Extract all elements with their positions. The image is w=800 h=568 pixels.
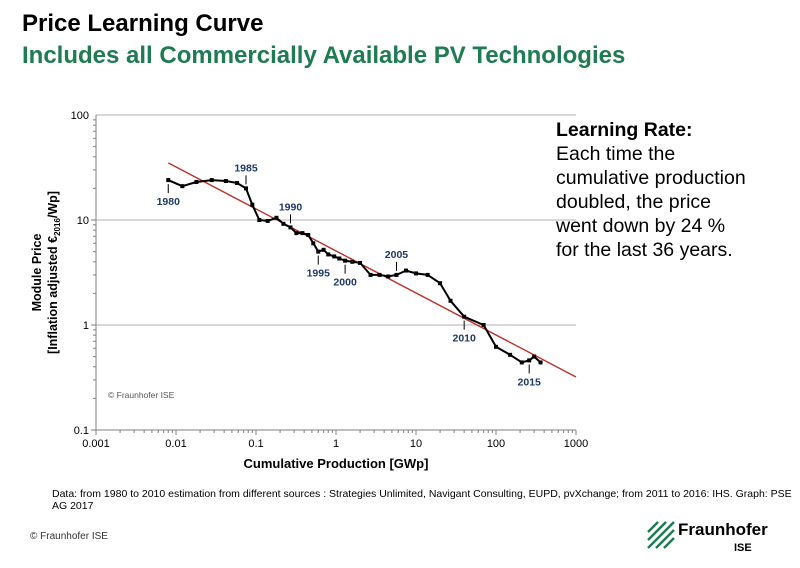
- learning-rate-line: Each time the: [556, 143, 676, 165]
- x-tick-label: 0.1: [248, 438, 263, 450]
- trend-line: [167, 162, 577, 378]
- data-point: [194, 180, 199, 185]
- fraunhofer-logo: Fraunhofer ISE: [646, 518, 786, 562]
- data-point: [337, 256, 342, 261]
- data-point: [321, 247, 326, 252]
- learning-rate-line: cumulative production: [556, 167, 746, 189]
- data-point: [281, 221, 286, 226]
- data-point: [448, 298, 453, 303]
- data-point: [377, 272, 382, 277]
- data-point: [311, 241, 316, 246]
- data-point: [508, 352, 513, 357]
- data-source-note: Data: from 1980 to 2010 estimation from …: [52, 488, 792, 512]
- data-point: [265, 218, 270, 223]
- y-tick-label: 100: [71, 110, 89, 122]
- data-point: [519, 360, 524, 365]
- data-point: [350, 259, 355, 264]
- y-axis-label-unit: [Inflation adjusted €2016/Wp]: [46, 191, 62, 354]
- data-point: [414, 271, 418, 276]
- data-point: [306, 232, 311, 237]
- data-point: [209, 178, 214, 183]
- year-label: 2000: [333, 277, 357, 289]
- data-point: [368, 272, 373, 277]
- x-tick-label: 1000: [564, 438, 588, 450]
- year-label: 2010: [452, 333, 476, 345]
- slide-title: Price Learning Curve: [22, 10, 264, 37]
- data-point: [462, 314, 467, 319]
- x-tick-label: 100: [487, 438, 505, 450]
- year-label: 2005: [385, 249, 409, 261]
- data-point: [294, 231, 299, 236]
- y-tick-label: 1: [83, 320, 89, 332]
- year-label: 1995: [307, 268, 331, 280]
- learning-rate-note: Learning Rate: Each time the cumulative …: [556, 118, 794, 262]
- price-line: [167, 179, 542, 364]
- logo-name: Fraunhofer: [678, 520, 768, 539]
- data-point: [538, 360, 543, 365]
- data-point: [274, 215, 279, 220]
- y-axis-label: Module Price: [30, 234, 44, 312]
- data-point: [527, 358, 532, 363]
- learning-rate-line: went down by 24 %: [556, 215, 726, 237]
- data-point: [180, 184, 185, 189]
- x-tick-label: 1: [333, 438, 339, 450]
- data-point: [326, 252, 331, 257]
- data-point: [288, 225, 293, 230]
- data-point: [343, 258, 348, 263]
- data-point: [316, 249, 321, 254]
- data-point: [223, 179, 228, 184]
- x-tick-label: 0.001: [82, 438, 110, 450]
- data-point: [394, 272, 399, 277]
- year-label: 1980: [157, 196, 181, 208]
- data-point: [300, 231, 305, 236]
- y-tick-label: 0.1: [74, 425, 89, 437]
- year-label: 1985: [234, 162, 258, 174]
- data-point: [425, 272, 430, 277]
- year-label: 1990: [279, 201, 303, 213]
- year-label: 2015: [518, 376, 542, 388]
- data-point: [532, 354, 537, 359]
- x-axis-label: Cumulative Production [GWp]: [244, 456, 429, 471]
- learning-rate-line: doubled, the price: [556, 191, 712, 213]
- data-point: [494, 344, 498, 349]
- x-tick-label: 10: [410, 438, 422, 450]
- learning-rate-line: for the last 36 years.: [556, 239, 733, 261]
- data-point: [257, 218, 262, 222]
- data-point: [404, 268, 409, 273]
- data-point: [358, 260, 363, 265]
- data-point: [235, 181, 240, 186]
- data-point: [386, 274, 391, 279]
- data-point: [250, 202, 255, 207]
- data-point: [481, 323, 486, 327]
- y-tick-label: 10: [77, 215, 89, 227]
- chart-watermark: © Fraunhofer ISE: [108, 390, 175, 400]
- x-tick-label: 0.01: [165, 438, 186, 450]
- learning-rate-heading: Learning Rate:: [556, 119, 693, 141]
- logo-sub: ISE: [734, 542, 752, 554]
- data-point: [438, 281, 443, 286]
- footer-copyright: © Fraunhofer ISE: [30, 531, 108, 542]
- data-point: [244, 186, 249, 191]
- fraunhofer-logo-icon: [646, 520, 676, 550]
- data-point: [166, 178, 171, 183]
- slide-subtitle: Includes all Commercially Available PV T…: [22, 42, 626, 69]
- data-point: [332, 254, 337, 259]
